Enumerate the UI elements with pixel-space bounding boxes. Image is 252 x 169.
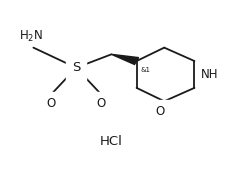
Polygon shape bbox=[111, 54, 138, 64]
Text: O: O bbox=[155, 105, 165, 118]
Text: O: O bbox=[46, 97, 55, 110]
Text: O: O bbox=[96, 97, 106, 110]
Text: NH: NH bbox=[200, 68, 217, 81]
Text: $\mathregular{H_2N}$: $\mathregular{H_2N}$ bbox=[19, 29, 43, 44]
Text: HCl: HCl bbox=[100, 135, 122, 148]
Text: S: S bbox=[72, 61, 80, 74]
Text: &1: &1 bbox=[140, 67, 150, 73]
